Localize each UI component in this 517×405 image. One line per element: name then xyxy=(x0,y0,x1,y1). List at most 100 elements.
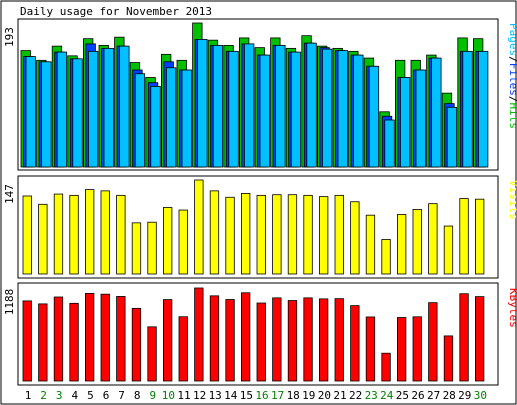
day-label-16: 16 xyxy=(255,389,268,402)
bar-visits-day-6 xyxy=(100,190,110,275)
y-max-label: 1188 xyxy=(3,289,16,316)
bar-visits-day-16 xyxy=(256,194,266,275)
day-label-10: 10 xyxy=(162,389,175,402)
bar-kbytes-day-27 xyxy=(428,302,438,382)
series-axis-label: KBytes xyxy=(507,288,517,328)
bar-visits-day-29 xyxy=(459,198,469,275)
bar-pages-day-24 xyxy=(384,119,395,168)
day-label-22: 22 xyxy=(349,389,362,402)
day-label-24: 24 xyxy=(380,389,394,402)
bar-kbytes-day-23 xyxy=(365,316,376,382)
bar-kbytes-day-7 xyxy=(116,296,126,382)
bar-kbytes-day-2 xyxy=(38,303,48,382)
bar-kbytes-day-10 xyxy=(162,299,173,382)
bar-visits-day-7 xyxy=(116,194,126,275)
bar-visits-day-30 xyxy=(474,198,485,275)
bar-kbytes-day-17 xyxy=(272,297,282,382)
day-label-27: 27 xyxy=(427,389,440,402)
bar-kbytes-day-16 xyxy=(256,302,266,382)
day-label-3: 3 xyxy=(56,389,63,402)
bar-kbytes-day-14 xyxy=(225,299,235,382)
bar-visits-day-5 xyxy=(85,189,95,275)
day-label-6: 6 xyxy=(103,389,110,402)
bar-kbytes-day-15 xyxy=(240,292,251,382)
bar-pages-day-27 xyxy=(431,57,442,168)
bar-kbytes-day-11 xyxy=(178,316,188,382)
series-axis-label: Visits xyxy=(507,180,517,220)
bar-pages-day-16 xyxy=(259,54,270,168)
bar-pages-day-11 xyxy=(181,69,192,168)
bar-pages-day-20 xyxy=(321,48,333,168)
bar-kbytes-day-19 xyxy=(303,297,313,382)
bar-kbytes-day-29 xyxy=(459,293,469,382)
bar-kbytes-day-8 xyxy=(131,307,142,382)
bar-pages-day-23 xyxy=(368,65,380,168)
axis-label-part: Visits xyxy=(507,180,517,220)
bar-kbytes-day-18 xyxy=(287,300,298,382)
axis-label-part: Pages xyxy=(507,23,517,56)
bar-visits-day-21 xyxy=(334,194,344,275)
day-label-13: 13 xyxy=(209,389,222,402)
bar-visits-day-3 xyxy=(53,193,64,275)
bar-kbytes-day-28 xyxy=(443,335,454,382)
bar-pages-day-19 xyxy=(306,42,317,168)
bar-pages-day-8 xyxy=(134,73,146,168)
axis-label-part: Hits xyxy=(507,103,517,130)
bar-kbytes-day-24 xyxy=(381,352,391,382)
bar-visits-day-23 xyxy=(365,214,376,275)
day-label-5: 5 xyxy=(87,389,94,402)
bar-visits-day-20 xyxy=(318,196,329,275)
bar-kbytes-day-12 xyxy=(194,287,204,382)
bar-visits-day-17 xyxy=(272,194,282,275)
day-label-7: 7 xyxy=(118,389,125,402)
day-label-21: 21 xyxy=(333,389,346,402)
axis-label-part: Files xyxy=(507,63,517,96)
bar-visits-day-14 xyxy=(225,196,235,275)
bar-kbytes-day-3 xyxy=(53,296,64,382)
bar-visits-day-27 xyxy=(428,203,438,275)
bar-visits-day-26 xyxy=(412,209,422,275)
day-label-15: 15 xyxy=(240,389,253,402)
bar-kbytes-day-30 xyxy=(474,296,485,382)
bar-pages-day-5 xyxy=(88,50,99,168)
day-label-28: 28 xyxy=(443,389,456,402)
day-label-2: 2 xyxy=(40,389,47,402)
bar-pages-day-17 xyxy=(275,44,286,168)
bar-visits-day-1 xyxy=(22,195,32,275)
axis-label-part: / xyxy=(507,56,517,63)
day-label-11: 11 xyxy=(177,389,190,402)
bar-visits-day-25 xyxy=(396,214,407,275)
day-label-20: 20 xyxy=(318,389,331,402)
day-label-25: 25 xyxy=(396,389,409,402)
y-max-label: 147 xyxy=(3,184,16,204)
bar-pages-day-29 xyxy=(462,50,473,168)
day-label-19: 19 xyxy=(302,389,315,402)
day-label-18: 18 xyxy=(287,389,300,402)
bar-visits-day-2 xyxy=(38,203,48,275)
day-label-17: 17 xyxy=(271,389,284,402)
bar-pages-day-25 xyxy=(399,77,411,168)
bar-pages-day-30 xyxy=(477,50,489,168)
bar-kbytes-day-26 xyxy=(412,316,422,382)
bar-kbytes-day-13 xyxy=(209,295,220,382)
bar-pages-day-14 xyxy=(228,50,239,168)
bar-visits-day-18 xyxy=(287,194,298,275)
bar-visits-day-12 xyxy=(194,179,204,275)
bar-kbytes-day-25 xyxy=(396,317,407,382)
day-label-12: 12 xyxy=(193,389,206,402)
bar-visits-day-9 xyxy=(147,221,157,275)
bar-visits-day-22 xyxy=(350,201,360,275)
bar-pages-day-9 xyxy=(150,86,161,168)
bar-pages-day-3 xyxy=(56,51,68,168)
bar-pages-day-28 xyxy=(446,106,458,168)
bar-kbytes-day-9 xyxy=(147,326,157,382)
bar-visits-day-4 xyxy=(69,194,79,275)
bar-visits-day-10 xyxy=(162,207,173,275)
bar-pages-day-2 xyxy=(41,61,52,168)
series-axis-label: Pages/Files/Hits xyxy=(507,23,517,129)
bar-pages-day-13 xyxy=(212,44,224,168)
